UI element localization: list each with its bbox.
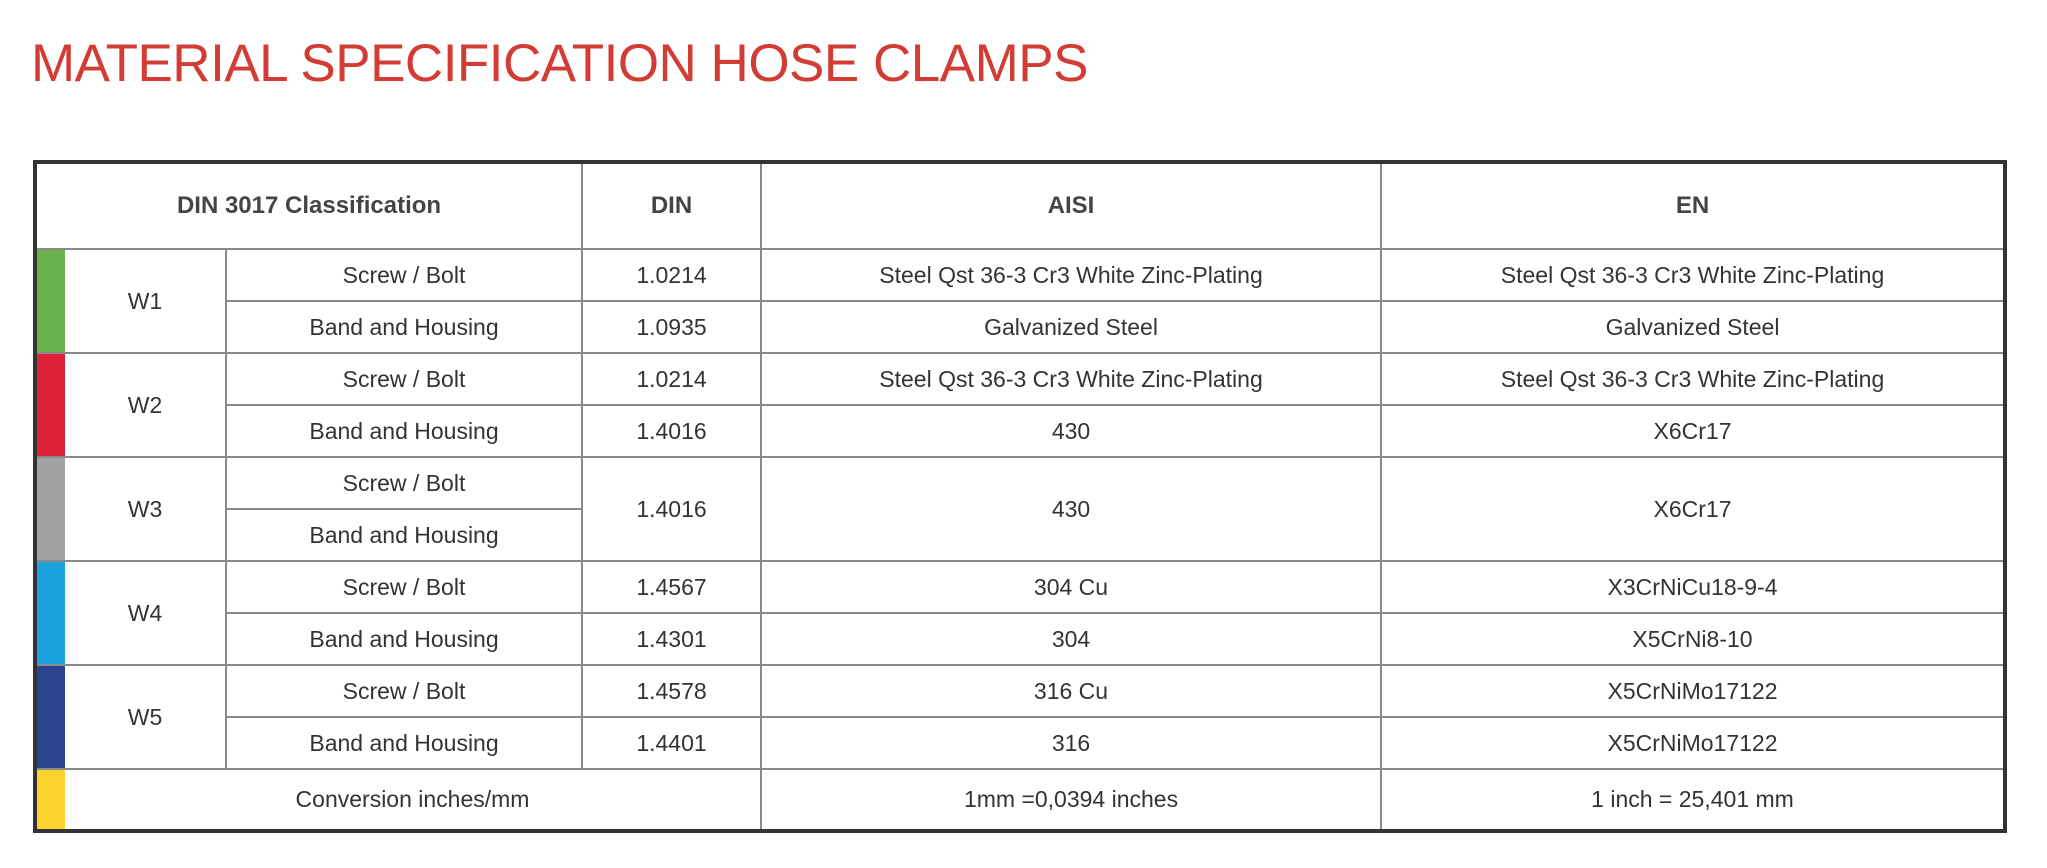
table-row: Band and Housing — [35, 508, 2005, 562]
page-title: MATERIAL SPECIFICATION HOSE CLAMPS — [31, 34, 1088, 93]
aisi-value: 316 Cu — [760, 664, 1383, 718]
en-value: Steel Qst 36-3 Cr3 White Zinc-Plating — [1380, 352, 2006, 406]
din-value: 1.4301 — [581, 612, 763, 666]
din-value: 1.0214 — [581, 248, 763, 302]
en-value: X6Cr17 — [1380, 456, 2006, 562]
din-value: 1.4567 — [581, 560, 763, 614]
component-name: Band and Housing — [224, 508, 584, 562]
aisi-value: 316 — [760, 716, 1383, 770]
din-value: 1.4401 — [581, 716, 763, 770]
color-swatch — [35, 664, 65, 770]
color-swatch — [35, 456, 65, 562]
component-name: Band and Housing — [224, 612, 584, 666]
component-name: Band and Housing — [224, 404, 584, 458]
aisi-value: Galvanized Steel — [760, 300, 1383, 354]
class-name: W5 — [65, 664, 227, 770]
table-row: W3 Screw / Bolt 1.4016 430 X6Cr17 — [35, 456, 2006, 562]
table-row: Band and Housing 1.4016 430 X6Cr17 — [35, 404, 2006, 458]
component-name: Screw / Bolt — [224, 560, 584, 614]
en-value: X5CrNiMo17122 — [1380, 716, 2006, 770]
class-name: W2 — [65, 352, 227, 458]
din-value: 1.0935 — [581, 300, 763, 354]
component-name: Screw / Bolt — [224, 456, 584, 510]
table-row: W4 Screw / Bolt 1.4567 304 Cu X3CrNiCu18-9-4 — [35, 560, 2006, 666]
component-name: Screw / Bolt — [224, 352, 584, 406]
class-name: W1 — [65, 248, 227, 354]
en-value: X6Cr17 — [1380, 404, 2006, 458]
color-swatch — [35, 768, 65, 832]
class-name: W4 — [65, 560, 227, 666]
aisi-value: Steel Qst 36-3 Cr3 White Zinc-Plating — [760, 352, 1383, 406]
component-name: Band and Housing — [224, 300, 584, 354]
en-value: Steel Qst 36-3 Cr3 White Zinc-Plating — [1380, 248, 2006, 302]
color-swatch — [35, 352, 65, 458]
conversion-row: Conversion inches/mm 1mm =0,0394 inches 1 … — [35, 768, 2006, 832]
din-value: 1.0214 — [581, 352, 763, 406]
table-row: W2 Screw / Bolt 1.0214 Steel Qst 36-3 Cr3 W… — [35, 352, 2006, 458]
din-value: 1.4016 — [581, 404, 763, 458]
component-name: Band and Housing — [224, 716, 584, 770]
header-row: DIN 3017 Classification DIN AISI EN — [33, 161, 2006, 250]
conversion-label: Conversion inches/mm — [65, 768, 763, 832]
din-value: 1.4578 — [581, 664, 763, 718]
en-value: X5CrNiMo17122 — [1380, 664, 2006, 718]
en-value: Galvanized Steel — [1380, 300, 2006, 354]
material-spec-table: DIN 3017 Classification DIN AISI EN W1 Sc… — [33, 160, 2007, 833]
aisi-value: 304 Cu — [760, 560, 1383, 614]
color-swatch — [35, 560, 65, 666]
header-classification: DIN 3017 Classification — [33, 161, 584, 250]
en-value: X5CrNi8-10 — [1380, 612, 2006, 666]
en-value: X3CrNiCu18-9-4 — [1380, 560, 2006, 614]
table-row: Band and Housing 1.0935 Galvanized Steel Ga… — [35, 300, 2006, 354]
header-en: EN — [1380, 161, 2006, 250]
conversion-mm-to-inch: 1mm =0,0394 inches — [760, 768, 1383, 832]
table-row: Band and Housing 1.4301 304 X5CrNi8-10 — [35, 612, 2006, 666]
color-swatch — [35, 248, 65, 354]
table-row: Band and Housing 1.4401 316 X5CrNiMo17122 — [35, 716, 2006, 770]
component-name: Screw / Bolt — [224, 248, 584, 302]
component-name: Screw / Bolt — [224, 664, 584, 718]
aisi-value: Steel Qst 36-3 Cr3 White Zinc-Plating — [760, 248, 1383, 302]
header-aisi: AISI — [760, 161, 1383, 250]
aisi-value: 430 — [760, 456, 1383, 562]
table-row: W5 Screw / Bolt 1.4578 316 Cu X5CrNiMo17122 — [35, 664, 2006, 770]
conversion-inch-to-mm: 1 inch = 25,401 mm — [1380, 768, 2006, 832]
aisi-value: 430 — [760, 404, 1383, 458]
aisi-value: 304 — [760, 612, 1383, 666]
table-row: W1 Screw / Bolt 1.0214 Steel Qst 36-3 Cr3 W… — [35, 248, 2006, 354]
class-name: W3 — [65, 456, 227, 562]
header-din: DIN — [581, 161, 763, 250]
din-value: 1.4016 — [581, 456, 763, 562]
